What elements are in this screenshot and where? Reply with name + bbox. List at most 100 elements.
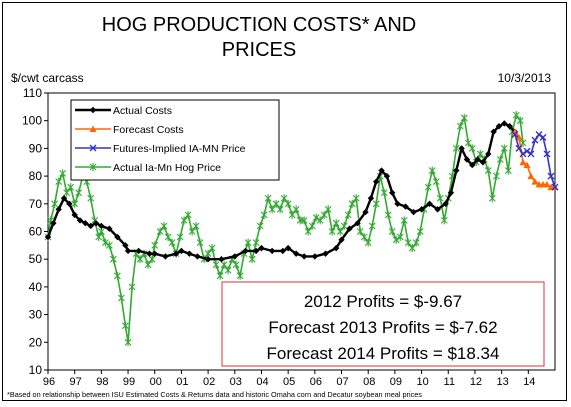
data-point	[476, 149, 484, 158]
data-point	[279, 247, 287, 255]
data-point	[63, 188, 71, 197]
legend-marker	[89, 106, 97, 114]
data-point	[484, 166, 492, 175]
data-point	[192, 221, 200, 230]
x-tick-label: 99	[123, 376, 135, 388]
legend-marker	[89, 125, 97, 132]
data-point	[384, 210, 392, 219]
data-point	[412, 238, 420, 247]
x-tick-label: 02	[203, 376, 215, 388]
data-point	[124, 338, 132, 347]
data-point	[218, 256, 225, 263]
data-point	[442, 200, 449, 207]
chart-frame: HOG PRODUCTION COSTS* AND PRICES $/cwt c…	[2, 2, 567, 401]
data-point	[324, 205, 332, 214]
data-point	[162, 253, 169, 260]
x-tick-label: 97	[70, 376, 82, 388]
data-point	[128, 282, 136, 291]
x-tick-label: 11	[444, 376, 455, 388]
data-point	[292, 250, 300, 257]
data-point	[252, 247, 260, 255]
data-point	[280, 194, 288, 203]
data-point	[242, 247, 249, 255]
data-point	[188, 227, 196, 236]
data-point	[367, 195, 375, 202]
data-point	[504, 166, 512, 175]
data-point	[348, 199, 356, 208]
data-point	[71, 199, 79, 208]
data-point	[515, 133, 523, 141]
legend-item: Futures-Implied IA-MN Price	[75, 143, 246, 155]
data-point	[151, 241, 159, 250]
data-point	[416, 227, 424, 236]
data-point	[328, 227, 336, 236]
data-point	[434, 206, 441, 213]
data-point	[60, 195, 68, 202]
data-point	[452, 144, 460, 153]
x-tick-label: 03	[230, 376, 242, 388]
data-point	[523, 161, 531, 169]
data-point	[396, 233, 404, 242]
data-point	[151, 250, 158, 257]
y-tick-label: 10	[29, 363, 43, 377]
data-point	[109, 255, 117, 264]
data-point	[346, 225, 353, 232]
data-point	[392, 235, 400, 244]
data-point	[300, 253, 308, 260]
data-point	[543, 150, 551, 158]
data-point	[136, 255, 144, 264]
data-point	[67, 183, 75, 192]
data-point	[456, 122, 464, 131]
legend-label: Forecast Costs	[113, 124, 184, 136]
data-point	[336, 227, 344, 236]
x-tick-label: 10	[416, 376, 428, 388]
legend-label: Actual Costs	[113, 105, 172, 117]
x-tick-label: 13	[497, 376, 509, 388]
data-point	[400, 216, 408, 225]
data-point	[121, 321, 129, 330]
data-point	[394, 200, 401, 207]
data-point	[527, 150, 535, 158]
data-point	[98, 222, 105, 230]
data-point	[117, 293, 125, 302]
data-point	[453, 167, 460, 174]
data-point	[244, 238, 252, 247]
data-point	[75, 188, 83, 197]
legend-item: Actual Ia-Mn Hog Price	[75, 162, 221, 174]
data-point	[276, 205, 284, 214]
data-point	[252, 238, 260, 247]
data-point	[160, 221, 168, 230]
data-point	[232, 260, 240, 269]
data-point	[460, 113, 468, 122]
data-point	[284, 199, 292, 208]
y-tick-label: 50	[29, 252, 43, 266]
x-tick-label: 98	[96, 376, 108, 388]
data-point	[426, 200, 433, 207]
y-tick-label: 20	[29, 335, 43, 349]
data-point	[512, 111, 520, 120]
data-point	[216, 271, 224, 280]
data-point	[87, 222, 94, 230]
legend-label: Actual Ia-Mn Hog Price	[113, 162, 221, 174]
data-point	[408, 244, 416, 253]
x-tick-label: 08	[363, 376, 375, 388]
x-axis: 96 97 98 99 00 01 02 03 04 05 06 07 08 09 10 11 12 13 14	[43, 370, 535, 388]
data-point	[208, 244, 216, 253]
x-tick-label: 14	[523, 376, 535, 388]
data-point	[184, 210, 192, 219]
x-tick-label: 00	[150, 376, 162, 388]
series-futures-implied-ia-mn-price	[511, 131, 559, 191]
data-point	[364, 238, 372, 247]
data-point	[389, 189, 396, 196]
x-tick-label: 01	[176, 376, 188, 388]
y-tick-label: 90	[29, 141, 43, 155]
data-point	[322, 250, 329, 257]
series-actual-costs	[44, 120, 519, 263]
series-actual-ia-mn-hog-price	[44, 111, 527, 347]
data-point	[220, 260, 228, 269]
data-point	[440, 216, 448, 225]
data-point	[360, 233, 368, 242]
x-tick-label: 96	[43, 376, 55, 388]
data-point	[59, 169, 67, 178]
data-point	[260, 210, 268, 219]
